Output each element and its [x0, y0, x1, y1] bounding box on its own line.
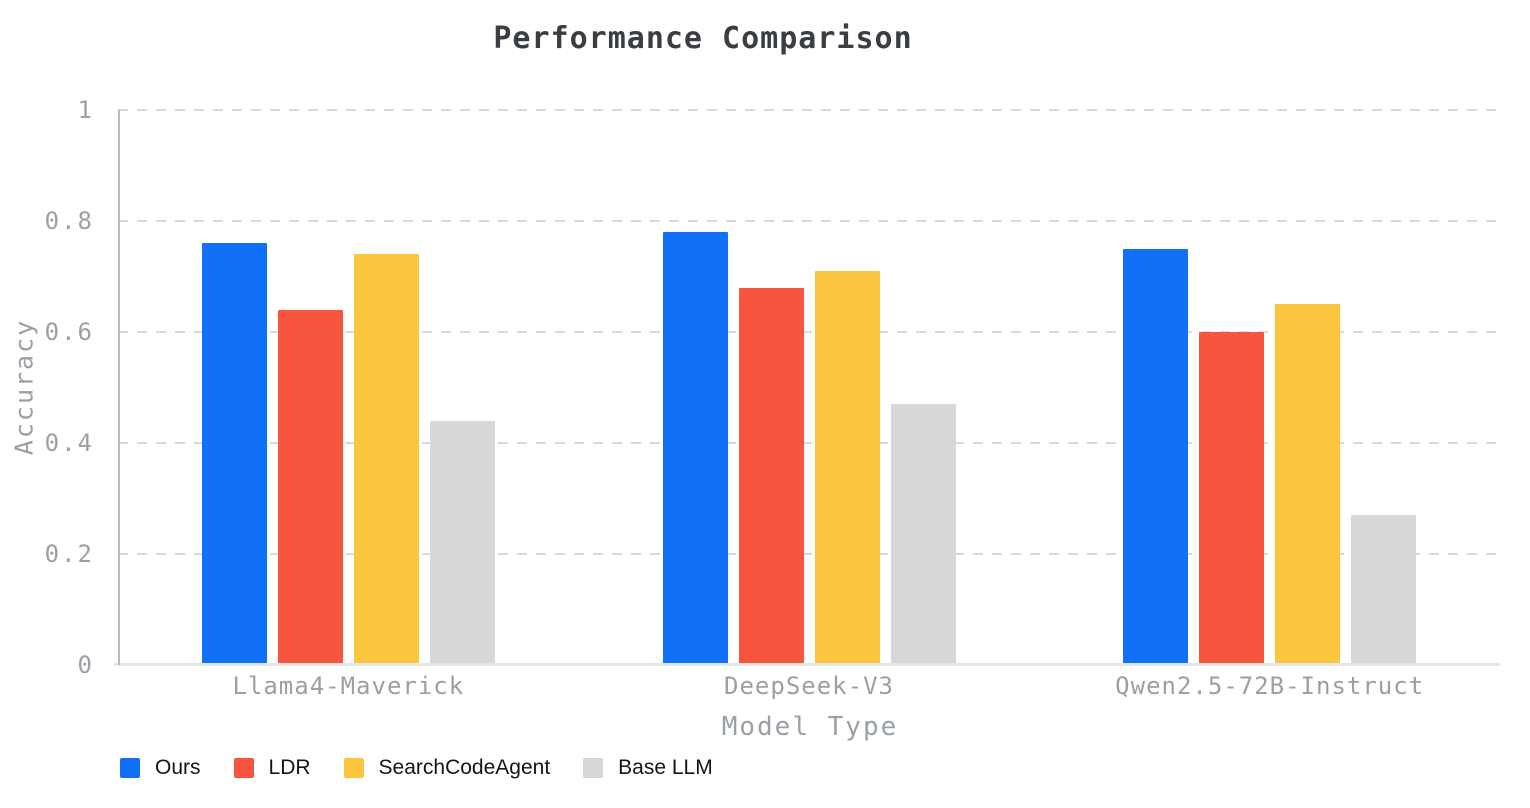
gridline-y-0.4: [118, 442, 1500, 444]
x-tick-label-deepseek-v3: DeepSeek-V3: [724, 672, 894, 700]
y-tick-label-0.6: 0.6: [44, 318, 94, 346]
bar-group-deepseek-v3: [579, 110, 1040, 665]
legend-swatch-searchcodeagent: [343, 758, 364, 778]
plot-area: [114, 109, 1500, 666]
legend-label-base-llm: Base LLM: [618, 756, 713, 779]
bar-searchcodeagent-llama4-maverick: [353, 254, 419, 665]
y-tick-label-1: 1: [77, 96, 94, 124]
bar-base-llm-llama4-maverick: [429, 421, 495, 665]
y-tick-label-0.4: 0.4: [44, 429, 94, 457]
y-tick-label-0: 0: [77, 651, 94, 679]
y-tick-label-0.8: 0.8: [44, 207, 94, 235]
legend-label-ours: Ours: [155, 756, 201, 779]
legend-item-ldr[interactable]: LDR: [233, 756, 311, 780]
legend-item-base-llm[interactable]: Base LLM: [583, 756, 713, 780]
bar-base-llm-qwen2-5-72b-instruct: [1351, 515, 1417, 665]
x-tick-label-llama4-maverick: Llama4-Maverick: [232, 672, 465, 700]
gridline-y-1: [118, 109, 1500, 111]
bar-ldr-deepseek-v3: [738, 288, 804, 665]
legend-item-ours[interactable]: Ours: [120, 756, 201, 780]
gridline-y-0.2: [118, 553, 1500, 555]
y-tick-label-0.2: 0.2: [44, 540, 94, 568]
bar-groups: [118, 110, 1500, 665]
bar-searchcodeagent-deepseek-v3: [814, 271, 880, 665]
bar-ours-llama4-maverick: [201, 243, 267, 665]
legend: Ours LDR SearchCodeAgent Base LLM: [120, 756, 713, 780]
chart-title: Performance Comparison: [493, 21, 913, 56]
x-tick-label-qwen2-5-72b-instruct: Qwen2.5-72B-Instruct: [1115, 672, 1425, 700]
legend-label-ldr: LDR: [268, 756, 311, 779]
x-axis-title: Model Type: [721, 712, 899, 742]
legend-item-searchcodeagent[interactable]: SearchCodeAgent: [343, 756, 551, 780]
legend-swatch-ours: [120, 758, 140, 778]
bar-ours-qwen2-5-72b-instruct: [1123, 249, 1189, 665]
bar-base-llm-deepseek-v3: [890, 404, 956, 665]
bar-ldr-qwen2-5-72b-instruct: [1199, 332, 1265, 665]
y-axis-line: [118, 110, 120, 665]
bar-ldr-llama4-maverick: [277, 310, 343, 665]
bar-searchcodeagent-qwen2-5-72b-instruct: [1275, 304, 1341, 665]
gridline-y-0.6: [118, 331, 1500, 333]
bar-ours-deepseek-v3: [662, 232, 728, 665]
gridline-y-0.8: [118, 220, 1500, 222]
legend-swatch-ldr: [233, 758, 254, 778]
x-axis-line: [114, 663, 1500, 666]
legend-label-searchcodeagent: SearchCodeAgent: [378, 756, 551, 779]
bar-group-qwen2-5-72b-instruct: [1039, 110, 1500, 665]
bar-group-llama4-maverick: [118, 110, 579, 665]
legend-swatch-base-llm: [583, 758, 604, 778]
